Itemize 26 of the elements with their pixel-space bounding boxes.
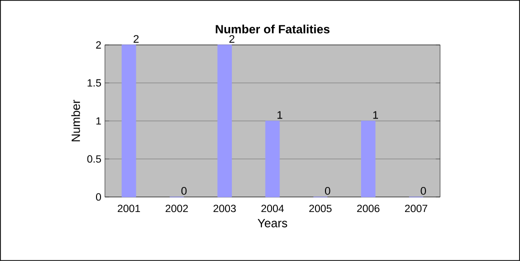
y-axis-title: Number <box>71 100 80 142</box>
bar <box>361 120 376 198</box>
x-axis-title: Years <box>258 219 288 228</box>
x-tick-label: 2006 <box>357 204 380 212</box>
data-label: 1 <box>373 111 378 119</box>
x-tick-label: 2004 <box>261 204 284 212</box>
bar <box>122 44 136 198</box>
y-tick-label: 1 <box>96 117 101 125</box>
y-tick-label: 0 <box>96 193 102 201</box>
x-tick-label: 2003 <box>214 204 236 212</box>
data-label: 2 <box>134 35 139 43</box>
x-tick-label: 2001 <box>118 204 140 212</box>
x-tick-label: 2005 <box>309 204 332 212</box>
data-label: 0 <box>181 187 187 195</box>
x-tick-label: 2002 <box>166 204 188 212</box>
y-tick-label: 2 <box>96 41 101 49</box>
data-label: 0 <box>420 187 426 195</box>
x-tick-label: 2007 <box>405 204 428 212</box>
y-tick-label: 0.5 <box>87 155 101 163</box>
y-tick-label: 1.5 <box>88 79 101 87</box>
bar <box>217 44 232 198</box>
data-label: 1 <box>278 111 282 119</box>
bar <box>265 120 280 198</box>
data-label: 2 <box>229 35 234 43</box>
chart-title: Number of Fatalities <box>216 24 330 34</box>
data-label: 0 <box>324 187 330 195</box>
